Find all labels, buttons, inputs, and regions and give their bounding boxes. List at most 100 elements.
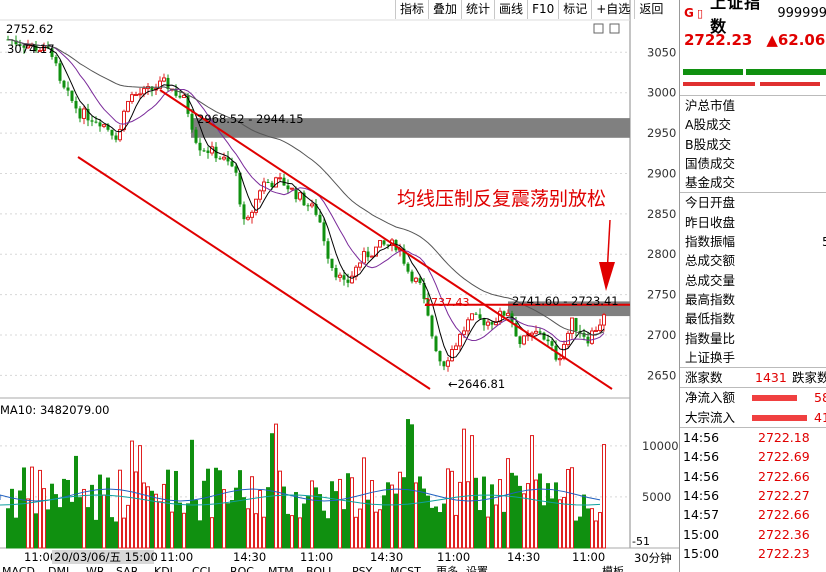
volume-bar <box>406 419 410 549</box>
x-tick-label: 11:00 <box>300 550 333 564</box>
candle-body <box>386 244 390 246</box>
stat-row-2: B股成交 <box>685 136 732 152</box>
candle-body <box>594 329 598 332</box>
arrow-head <box>599 262 615 291</box>
volume-bar <box>238 470 242 549</box>
volume-bar <box>198 520 202 549</box>
tick-time: 14:56 <box>683 487 720 503</box>
toolbar-button-2[interactable]: 统计 <box>461 0 494 19</box>
volume-bar <box>34 513 38 549</box>
volume-bar <box>462 428 466 549</box>
volume-bar <box>418 476 422 549</box>
volume-bar <box>6 508 10 549</box>
candle-body <box>582 332 586 337</box>
y-tick-label: 2650 <box>647 368 676 382</box>
candle-body <box>310 203 314 207</box>
candle-body <box>574 318 578 331</box>
candle-body <box>414 277 418 282</box>
volume-bar <box>558 499 562 549</box>
g-badge: G <box>684 6 694 20</box>
volume-bar <box>478 510 482 549</box>
stat-row-7: 指数振幅5 <box>680 232 826 251</box>
volume-bar <box>26 498 30 549</box>
toolbar-button-0[interactable]: 指标 <box>395 0 428 19</box>
block-value: 41 <box>814 409 826 425</box>
toolbar-button-7[interactable]: 返回 <box>634 0 667 19</box>
candle-body <box>514 323 518 337</box>
volume-bar <box>314 487 318 549</box>
toolbar-button-6[interactable]: +自选 <box>591 0 634 19</box>
volume-bar <box>494 504 498 549</box>
candle-body <box>182 94 186 99</box>
candle-body <box>326 241 330 259</box>
candle-body <box>542 332 546 340</box>
candle-body <box>410 271 414 282</box>
block-bar <box>752 414 807 421</box>
volume-bar <box>202 480 206 549</box>
candle-body <box>330 258 334 268</box>
volume-bar <box>578 516 582 549</box>
tick-row: 14:56 2722.18 <box>680 428 826 447</box>
volume-bar <box>150 490 154 549</box>
volume-bar <box>250 476 254 549</box>
volume-bar <box>358 508 362 549</box>
candle-body <box>470 313 474 321</box>
volume-bar <box>370 480 374 549</box>
candle-body <box>26 45 30 49</box>
volume-bar <box>486 516 490 549</box>
candle-body <box>142 88 146 95</box>
volume-bar <box>394 493 398 549</box>
volume-bar <box>414 482 418 549</box>
candle-body <box>66 87 70 91</box>
candle-body <box>426 298 430 316</box>
candle-body <box>430 315 434 337</box>
stat-row-10: 最高指数 <box>685 291 736 307</box>
toolbar-button-4[interactable]: F10 <box>527 0 558 19</box>
candle-body <box>458 333 462 347</box>
volume-bar <box>546 483 550 549</box>
candle-body <box>230 161 234 167</box>
toolbar-button-5[interactable]: 标记 <box>558 0 591 19</box>
volume-bar <box>346 473 350 549</box>
toolbar-button-1[interactable]: 叠加 <box>428 0 461 19</box>
candle-body <box>406 263 410 272</box>
candle-body <box>446 360 450 367</box>
volume-bar <box>162 483 166 549</box>
volume-bar <box>438 512 442 549</box>
candle-body <box>114 135 118 140</box>
candle-body <box>286 185 290 190</box>
volume-bar <box>342 509 346 549</box>
volume-bar <box>602 444 606 549</box>
volume-bar <box>594 520 598 549</box>
stock-price: 2722.23 <box>684 31 753 49</box>
inflow-value: 58 <box>814 390 826 406</box>
candle-body <box>86 108 90 121</box>
volume-bar <box>338 478 342 549</box>
stock-quote: 2722.23 ▲62.06 <box>680 26 826 54</box>
candle-body <box>74 100 78 109</box>
candle-body <box>206 150 210 153</box>
tick-price: 2722.66 <box>758 468 810 484</box>
volume-bar <box>334 491 338 549</box>
indicator-tab: BOLL <box>306 565 335 572</box>
vol-tick-label: 10000 <box>642 439 679 453</box>
volume-bar <box>474 477 478 549</box>
volume-bar <box>322 510 326 549</box>
candle-body <box>178 95 182 98</box>
volume-bar <box>54 494 58 549</box>
volume-bar <box>390 484 394 549</box>
volume-bar <box>174 470 178 549</box>
tick-price: 2722.36 <box>758 526 810 542</box>
indicator-tab: MACD <box>2 565 35 572</box>
volume-bar <box>106 477 110 549</box>
candle-body <box>186 95 190 114</box>
toolbar-button-3[interactable]: 画线 <box>494 0 527 19</box>
x-tick-label: 11:00 <box>160 550 193 564</box>
kline-chart[interactable]: 3050 3000 2950 2900 2850 2800 2750 2700 2650 1000… <box>0 0 679 572</box>
candle-body <box>254 198 258 213</box>
volume-bar <box>542 505 546 549</box>
candle-body <box>462 330 466 335</box>
tick-row: 14:56 2722.27 <box>680 486 826 505</box>
candle-body <box>518 336 522 344</box>
volume-bar <box>86 507 90 549</box>
